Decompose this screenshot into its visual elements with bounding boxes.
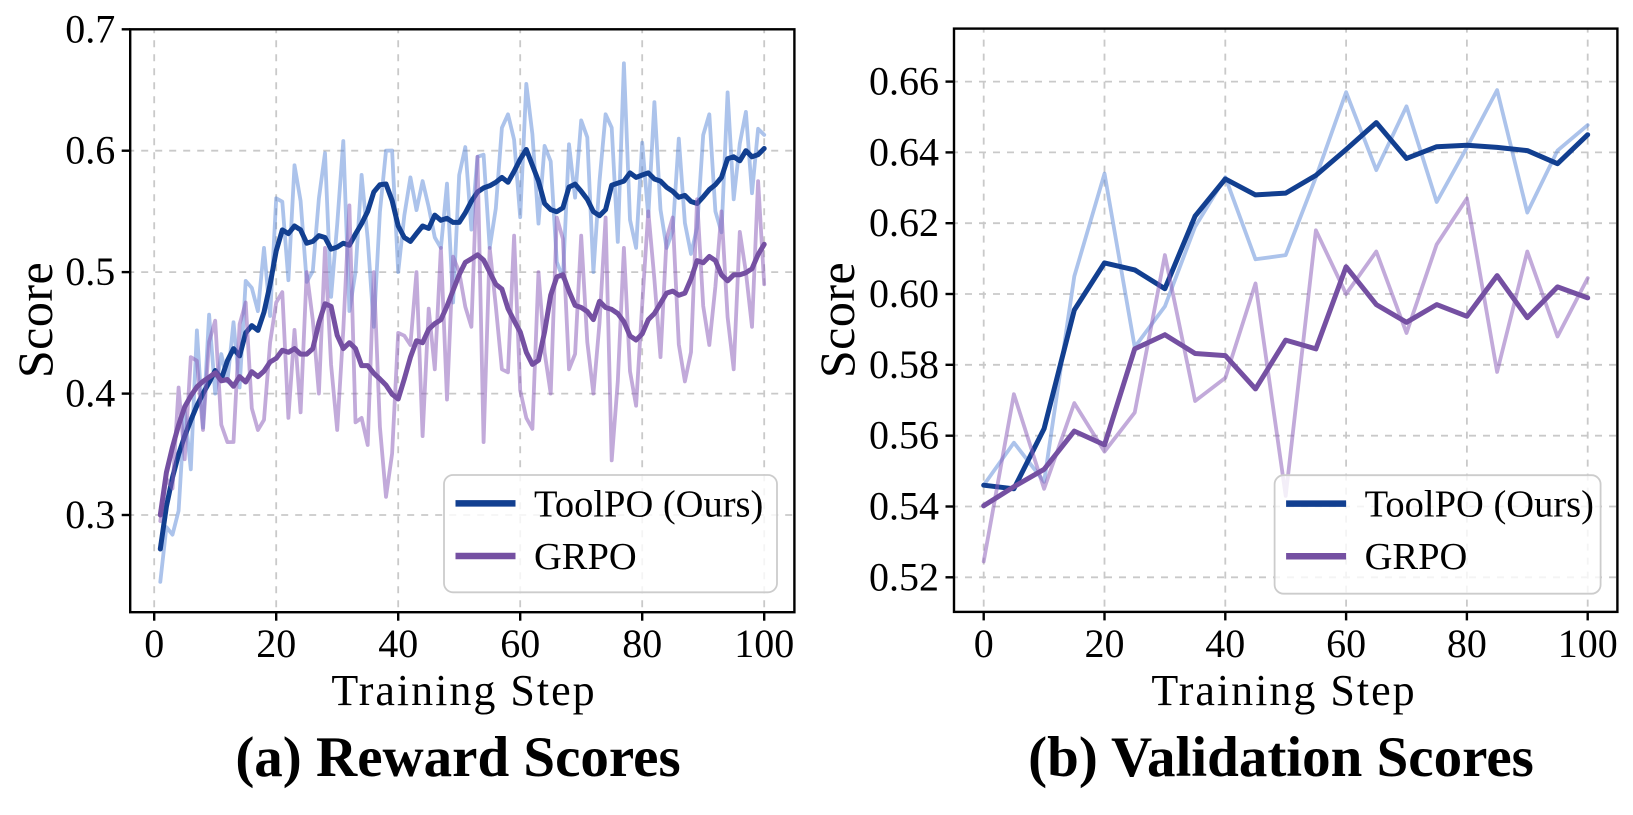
svg-text:(a) Reward Scores: (a) Reward Scores: [235, 726, 680, 789]
svg-text:ToolPO (Ours): ToolPO (Ours): [1365, 484, 1594, 526]
svg-text:(b) Validation Scores: (b) Validation Scores: [1028, 726, 1534, 789]
svg-text:0.6: 0.6: [65, 128, 115, 173]
svg-text:0.60: 0.60: [869, 271, 939, 316]
svg-text:GRPO: GRPO: [534, 536, 637, 578]
svg-text:100: 100: [734, 621, 794, 666]
svg-text:20: 20: [1085, 621, 1125, 666]
svg-text:0.52: 0.52: [869, 554, 939, 599]
svg-text:20: 20: [256, 621, 296, 666]
svg-text:Training Step: Training Step: [1151, 666, 1416, 715]
svg-text:0.56: 0.56: [869, 413, 939, 458]
svg-text:0: 0: [144, 621, 164, 666]
svg-text:ToolPO (Ours): ToolPO (Ours): [534, 483, 763, 525]
svg-text:0.66: 0.66: [869, 59, 939, 104]
svg-text:40: 40: [378, 621, 418, 666]
svg-text:Score: Score: [809, 262, 865, 378]
svg-text:0.3: 0.3: [65, 492, 115, 537]
svg-text:100: 100: [1558, 621, 1618, 666]
svg-text:80: 80: [1447, 621, 1487, 666]
svg-text:0.64: 0.64: [869, 129, 939, 174]
svg-text:0.4: 0.4: [65, 371, 115, 416]
svg-text:80: 80: [622, 621, 662, 666]
svg-text:Score: Score: [7, 262, 63, 378]
svg-text:0.5: 0.5: [65, 249, 115, 294]
svg-text:60: 60: [1326, 621, 1366, 666]
svg-text:60: 60: [500, 621, 540, 666]
svg-text:0.62: 0.62: [869, 200, 939, 245]
svg-text:0: 0: [974, 621, 994, 666]
svg-text:0.58: 0.58: [869, 342, 939, 387]
svg-text:0.7: 0.7: [65, 6, 115, 51]
svg-text:40: 40: [1205, 621, 1245, 666]
svg-text:GRPO: GRPO: [1365, 536, 1468, 578]
svg-text:0.54: 0.54: [869, 484, 939, 529]
svg-text:Training Step: Training Step: [331, 666, 596, 715]
